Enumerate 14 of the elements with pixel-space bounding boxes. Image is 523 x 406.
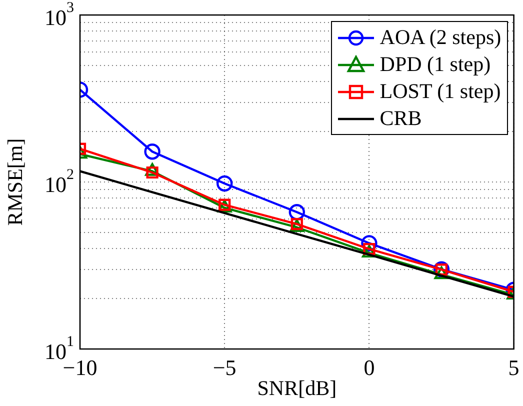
point: [216, 175, 233, 192]
legend-label: AOA (2 steps): [380, 24, 502, 51]
x-axis-title: SNR[dB]: [257, 376, 337, 400]
y-axis-title: RMSE[m]: [3, 138, 28, 226]
x-tick-label: 0: [364, 355, 375, 380]
x-tick-label: 5: [508, 355, 520, 380]
point: [288, 204, 305, 220]
point: [361, 235, 378, 252]
point: [144, 144, 160, 160]
legend-label: DPD (1 step): [380, 51, 491, 78]
x-tick-label: −5: [212, 355, 236, 380]
legend-label: LOST (1 step): [380, 78, 501, 105]
point: [146, 166, 158, 179]
legend-label: CRB: [380, 105, 422, 132]
